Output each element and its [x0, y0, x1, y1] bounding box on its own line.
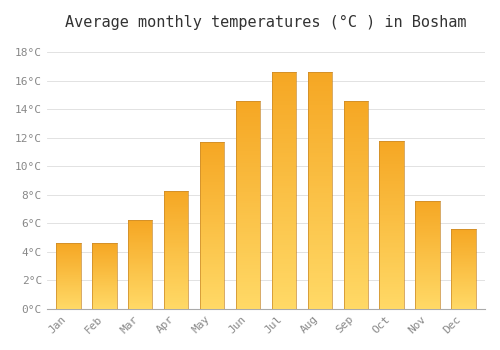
Title: Average monthly temperatures (°C ) in Bosham: Average monthly temperatures (°C ) in Bo…: [65, 15, 466, 30]
